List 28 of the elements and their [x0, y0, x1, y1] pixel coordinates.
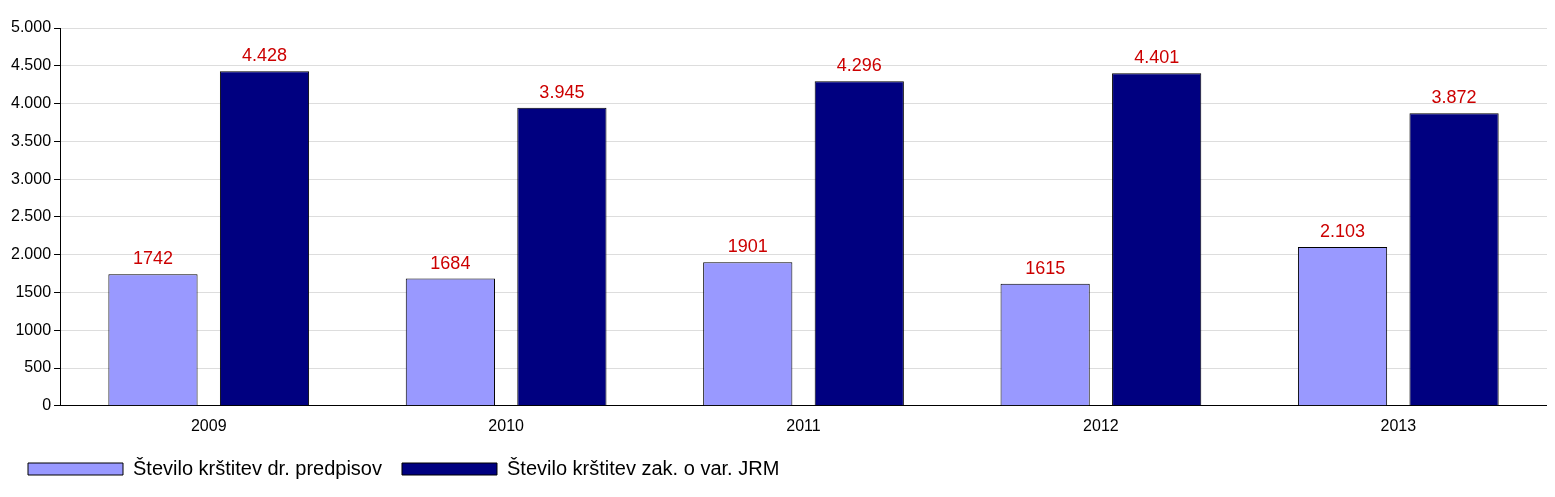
data-label: 2.103 [1320, 220, 1366, 241]
data-label: 4.428 [241, 45, 288, 66]
y-tick-label: 0 [42, 396, 52, 414]
data-label: 1615 [1025, 257, 1066, 278]
legend-label: Število krštitev zak. o var. JRM [506, 456, 780, 479]
data-label: 3.872 [1431, 87, 1477, 108]
y-tick-label: 3.000 [10, 169, 52, 187]
y-tick-label: 500 [24, 358, 52, 376]
x-tick-label: 2009 [190, 416, 227, 434]
x-tick-label: 2010 [488, 416, 525, 434]
x-tick-label: 2011 [786, 416, 821, 434]
y-tick-label: 1000 [15, 320, 52, 338]
x-tick-label: 2013 [1380, 416, 1417, 434]
y-tick-label: 1500 [15, 282, 52, 300]
data-label: 3.945 [539, 81, 585, 102]
y-tick-label: 5.000 [10, 18, 52, 36]
data-label: 1684 [430, 252, 471, 273]
data-label: 1742 [132, 248, 173, 269]
y-tick-label: 2.000 [10, 245, 52, 263]
data-label: 4.401 [1134, 47, 1180, 68]
data-label: 1901 [727, 236, 768, 257]
y-tick-label: 4.000 [10, 93, 52, 111]
x-tick-label: 2012 [1083, 416, 1119, 434]
legend-label: Število krštitev dr. predpisov [133, 456, 382, 479]
y-tick-label: 2.500 [10, 207, 52, 225]
y-tick-label: 4.500 [10, 56, 52, 74]
y-tick-label: 3.500 [10, 131, 52, 149]
data-label: 4.296 [836, 55, 882, 76]
